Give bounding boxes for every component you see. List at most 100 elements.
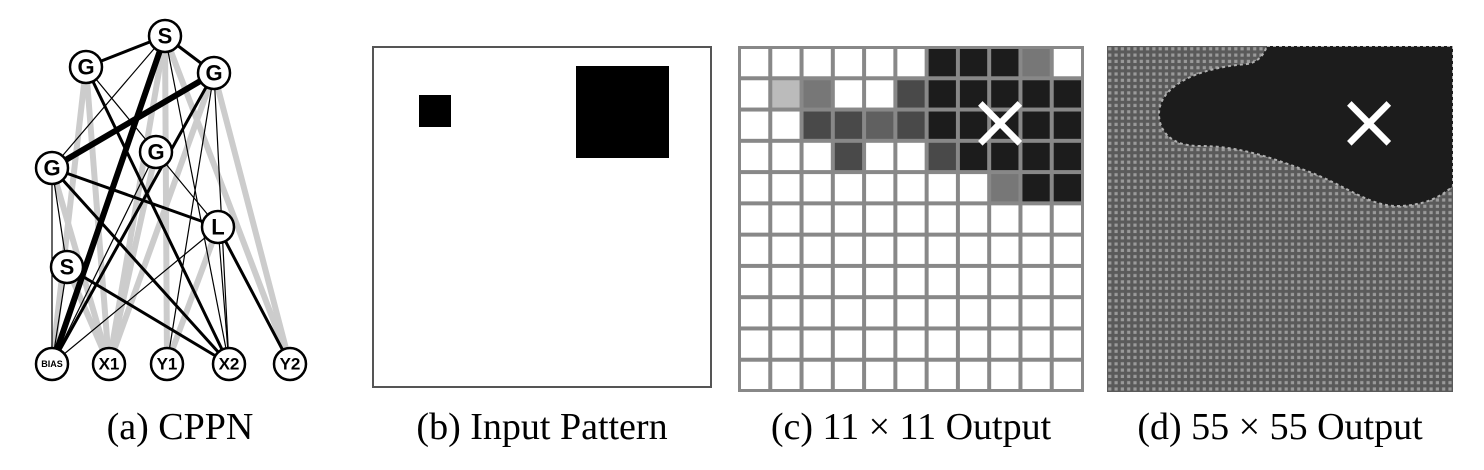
node-x2: X2 [211, 346, 247, 382]
node-g_mid_left: G [34, 150, 70, 186]
grid-cell [741, 49, 769, 77]
grid-cell [1053, 49, 1081, 77]
node-s_low: S [49, 249, 85, 285]
grid-cell [928, 205, 956, 233]
grid-cell [741, 267, 769, 296]
grid-cell [834, 299, 863, 327]
grid-cell [928, 80, 956, 108]
grid-cell [741, 174, 769, 202]
grid-cell [772, 361, 800, 389]
grid-cell [959, 80, 988, 108]
grid-cell [1022, 236, 1050, 264]
edge-s_low-x2 [65, 265, 231, 366]
node-label: G [147, 140, 164, 165]
grid-cell [772, 80, 800, 108]
node-circle [147, 18, 183, 54]
grid-cell [959, 142, 988, 171]
grid-cell [991, 111, 1019, 139]
node-circle [200, 209, 236, 245]
grid-cell [991, 142, 1019, 171]
grid-cell [866, 299, 894, 327]
grid-cell [1053, 267, 1081, 296]
grid-cell [866, 174, 894, 202]
node-label: G [77, 55, 94, 80]
grid-cell [959, 111, 988, 139]
grid-cell [928, 174, 956, 202]
input-large-square [576, 66, 669, 158]
grid-cell [991, 80, 1019, 108]
cppn-edges [49, 33, 293, 367]
grid-cell [991, 236, 1019, 264]
grid-cell [741, 361, 769, 389]
input-small-square [419, 95, 451, 127]
node-label: S [60, 255, 75, 280]
grid-cell [928, 361, 956, 389]
node-label: X1 [99, 355, 120, 374]
caption-55x55-output: (d) 55 × 55 Output [1137, 406, 1423, 448]
edge-g_right-g_mid_left [49, 70, 217, 171]
node-label: G [205, 61, 222, 86]
node-circle [91, 346, 127, 382]
grid-cell [1053, 111, 1081, 139]
grid-cell [803, 267, 831, 296]
edge-l-x2 [217, 226, 230, 365]
grid-cell [803, 111, 831, 139]
grid-cell [1053, 236, 1081, 264]
grid-cell [991, 267, 1019, 296]
grid-cell [991, 299, 1019, 327]
grid-cell [866, 267, 894, 296]
grid-cell [772, 142, 800, 171]
grid-cell [991, 205, 1019, 233]
grid-cell [866, 111, 894, 139]
grid-cell [803, 299, 831, 327]
edge-g_right-bias [50, 71, 216, 366]
node-g_right: G [196, 55, 232, 91]
grid-cell [1022, 330, 1050, 358]
edge-l-y1 [164, 224, 221, 367]
grid-cell [741, 142, 769, 171]
grid-cell [741, 80, 769, 108]
cppn-nodes: S G G G G L S BIAS X1 Y1 X2 Y2 [34, 18, 308, 382]
grid-cell [897, 174, 925, 202]
edge-g_right-x1 [106, 70, 217, 367]
grid-cell [1022, 205, 1050, 233]
grid-cell [991, 330, 1019, 358]
node-circle [272, 346, 308, 382]
grid-cell [834, 330, 863, 358]
grid-cell [897, 205, 925, 233]
grid-cell [897, 49, 925, 77]
grid-cell [959, 330, 988, 358]
grid-cell [1053, 142, 1081, 171]
caption-11x11-output: (c) 11 × 11 Output [770, 406, 1052, 448]
grid-cell [928, 267, 956, 296]
grid-cell [834, 49, 863, 77]
grid-cell [741, 236, 769, 264]
grid-c-cells [741, 49, 1081, 389]
grid-cell [803, 236, 831, 264]
edge-s_top-x2 [164, 35, 230, 365]
edge-g_mid_left-l [50, 166, 220, 229]
grid-cell [772, 111, 800, 139]
grid-cell [834, 236, 863, 264]
node-circle [68, 49, 104, 85]
node-circle [138, 134, 174, 170]
grid-cell [928, 49, 956, 77]
grid-cell [1053, 299, 1081, 327]
node-label: Y2 [280, 355, 301, 374]
grid-cell [834, 142, 863, 171]
cppn-network-diagram: S G G G G L S BIAS X1 Y1 X2 Y2 [34, 18, 308, 382]
node-circle [149, 346, 185, 382]
grid-cell [1022, 299, 1050, 327]
grid-cell [1022, 111, 1050, 139]
edge-g_left-bias [49, 64, 89, 367]
grid-cell [928, 111, 956, 139]
grid-cell [772, 330, 800, 358]
grid-cell [928, 236, 956, 264]
grid-cell [834, 361, 863, 389]
node-y2: Y2 [272, 346, 308, 382]
grid-cell [1022, 80, 1050, 108]
grid-cell [772, 205, 800, 233]
grid-cell [959, 205, 988, 233]
output-55x55-image: × [1107, 46, 1453, 392]
edge-g_right-y2 [211, 70, 293, 367]
